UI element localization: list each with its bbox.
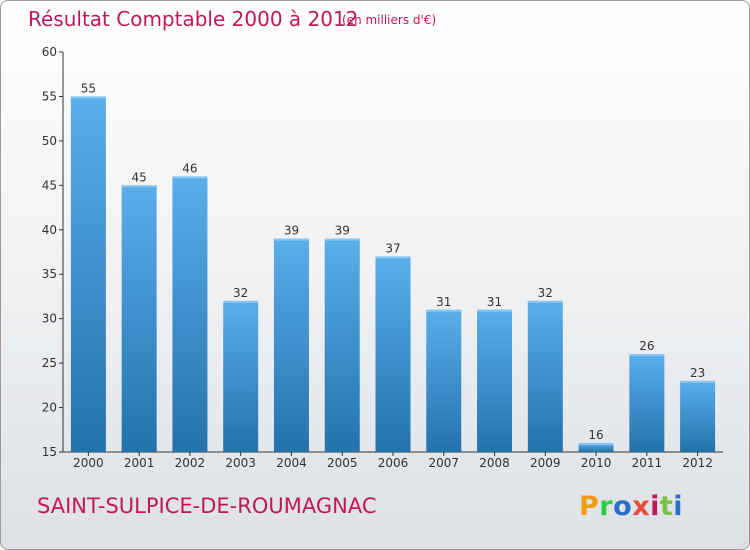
chart-subtitle: (en milliers d'€) [342, 13, 437, 27]
x-tick-label: 2011 [632, 456, 663, 470]
logo-letter: x [632, 491, 651, 522]
bar [527, 300, 563, 452]
bar-highlight [578, 443, 614, 446]
logo-letter: r [599, 491, 614, 522]
bar-value-label: 32 [538, 286, 553, 300]
y-tick-label: 60 [42, 45, 57, 59]
bar [426, 309, 462, 452]
x-tick-label: 2000 [73, 456, 104, 470]
proxiti-logo[interactable]: Proxiti [579, 491, 683, 522]
bar [375, 256, 411, 452]
bar [70, 96, 106, 452]
x-tick-label: 2007 [428, 456, 459, 470]
commune-name: SAINT-SULPICE-DE-ROUMAGNAC [37, 494, 377, 518]
bar-highlight [375, 256, 411, 259]
bar [680, 380, 716, 452]
x-tick-label: 2001 [124, 456, 155, 470]
x-tick-label: 2002 [175, 456, 206, 470]
bar-value-label: 31 [487, 295, 502, 309]
bar-value-label: 39 [284, 224, 299, 238]
y-tick-label: 55 [42, 89, 57, 103]
bar-highlight [70, 96, 106, 99]
bar-value-label: 16 [588, 428, 603, 442]
bar-value-label: 55 [81, 81, 96, 95]
bar [273, 238, 309, 452]
x-tick-label: 2005 [327, 456, 358, 470]
y-tick-label: 45 [42, 178, 57, 192]
y-tick-label: 35 [42, 267, 57, 281]
bar [172, 176, 208, 452]
bar-highlight [172, 176, 208, 179]
x-tick-label: 2006 [378, 456, 409, 470]
bar [223, 300, 259, 452]
x-tick-label: 2009 [530, 456, 561, 470]
x-tick-label: 2008 [479, 456, 510, 470]
bar-highlight [527, 300, 563, 303]
logo-letter: P [579, 491, 600, 522]
bar-highlight [477, 309, 513, 312]
y-tick-label: 25 [42, 356, 57, 370]
bar-highlight [223, 300, 259, 303]
bar-highlight [629, 354, 665, 357]
chart-title: Résultat Comptable 2000 à 2012 [28, 7, 359, 31]
x-tick-label: 2012 [682, 456, 713, 470]
x-tick-label: 2003 [225, 456, 256, 470]
bar [324, 238, 360, 452]
bar-value-label: 46 [182, 161, 197, 175]
bar-highlight [121, 185, 157, 188]
bar-value-label: 32 [233, 286, 248, 300]
bar-highlight [680, 380, 716, 383]
logo-letter: t [659, 491, 674, 522]
bar-highlight [273, 238, 309, 241]
bar-value-label: 23 [690, 366, 705, 380]
y-tick-label: 40 [42, 223, 57, 237]
bar-value-label: 37 [385, 241, 400, 255]
bar-value-label: 26 [639, 339, 654, 353]
y-tick-label: 50 [42, 134, 57, 148]
logo-letter: i [650, 491, 660, 522]
bar-value-label: 45 [132, 170, 147, 184]
bar-value-label: 31 [436, 295, 451, 309]
x-tick-label: 2010 [581, 456, 612, 470]
x-tick-label: 2004 [276, 456, 307, 470]
bar [477, 309, 513, 452]
y-tick-label: 15 [42, 445, 57, 459]
bar [121, 185, 157, 453]
logo-letter: i [673, 491, 684, 522]
bar-highlight [324, 238, 360, 241]
bar-value-label: 39 [335, 224, 350, 238]
bar [578, 443, 614, 452]
bar-highlight [426, 309, 462, 312]
logo-letter: o [613, 491, 633, 522]
bar [629, 354, 665, 452]
y-tick-label: 20 [42, 401, 57, 415]
y-tick-label: 30 [42, 312, 57, 326]
